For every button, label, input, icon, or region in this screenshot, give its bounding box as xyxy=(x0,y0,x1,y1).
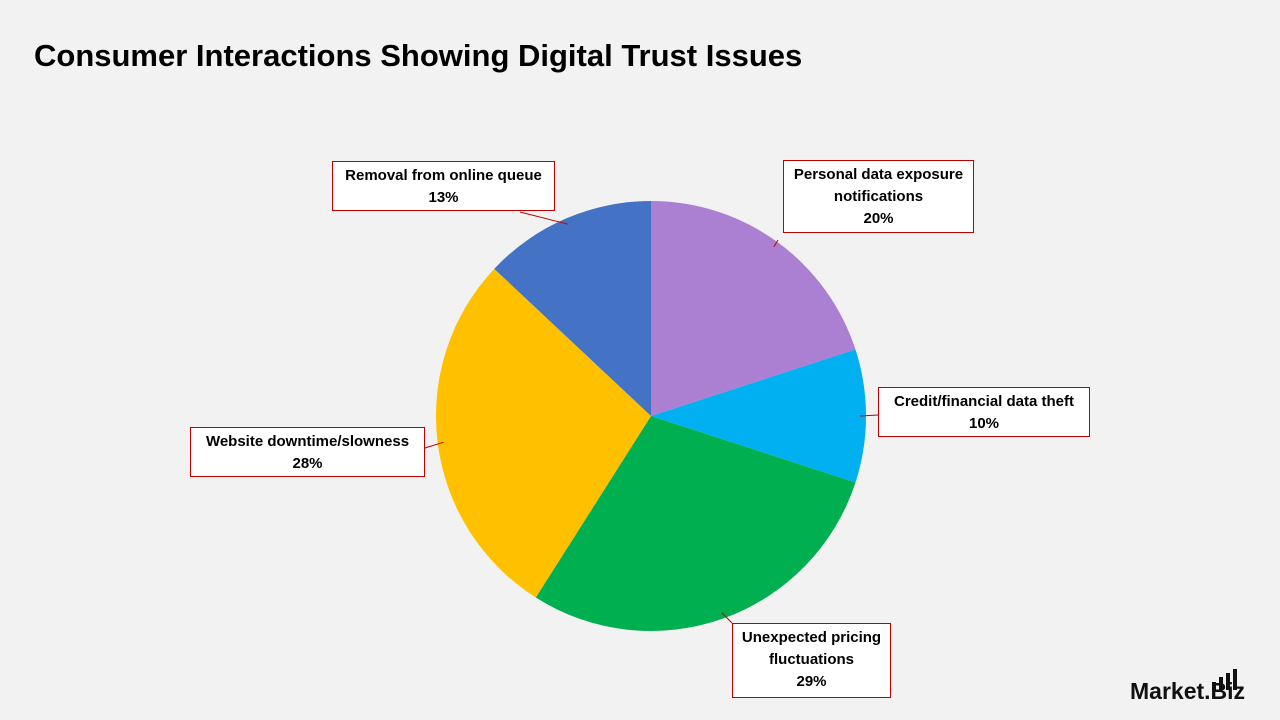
logo: Market.Biz xyxy=(1130,678,1246,704)
data-label: Personal data exposure notifications 20% xyxy=(783,160,974,233)
label-name: Website downtime/slowness xyxy=(205,433,410,450)
pie-slice xyxy=(651,349,867,483)
label-name: Personal data exposure notifications xyxy=(793,166,964,205)
leader-line xyxy=(424,441,444,449)
leader-line xyxy=(519,211,569,225)
data-label: Credit/financial data theft 10% xyxy=(878,387,1090,437)
label-value: 29% xyxy=(796,673,827,690)
label-name: Unexpected pricing fluctuations xyxy=(741,629,882,668)
label-name: Removal from online queue xyxy=(345,167,542,184)
chart-title: Consumer Interactions Showing Digital Tr… xyxy=(34,38,803,73)
data-label: Website downtime/slowness 28% xyxy=(190,427,425,477)
leader-line xyxy=(859,414,879,417)
pie-slice xyxy=(535,416,856,631)
data-label: Unexpected pricing fluctuations 29% xyxy=(732,623,891,698)
label-value: 28% xyxy=(292,455,323,472)
logo-icon xyxy=(1212,669,1237,690)
leader-line xyxy=(721,612,733,624)
pie-slice xyxy=(494,201,651,416)
leader-line xyxy=(773,239,779,248)
label-name: Credit/financial data theft xyxy=(893,393,1075,410)
label-value: 13% xyxy=(428,189,459,206)
pie-slice xyxy=(436,268,651,598)
pie-slice xyxy=(651,201,856,416)
label-value: 10% xyxy=(968,415,1000,432)
label-value: 20% xyxy=(863,210,894,227)
data-label: Removal from online queue 13% xyxy=(332,161,555,211)
